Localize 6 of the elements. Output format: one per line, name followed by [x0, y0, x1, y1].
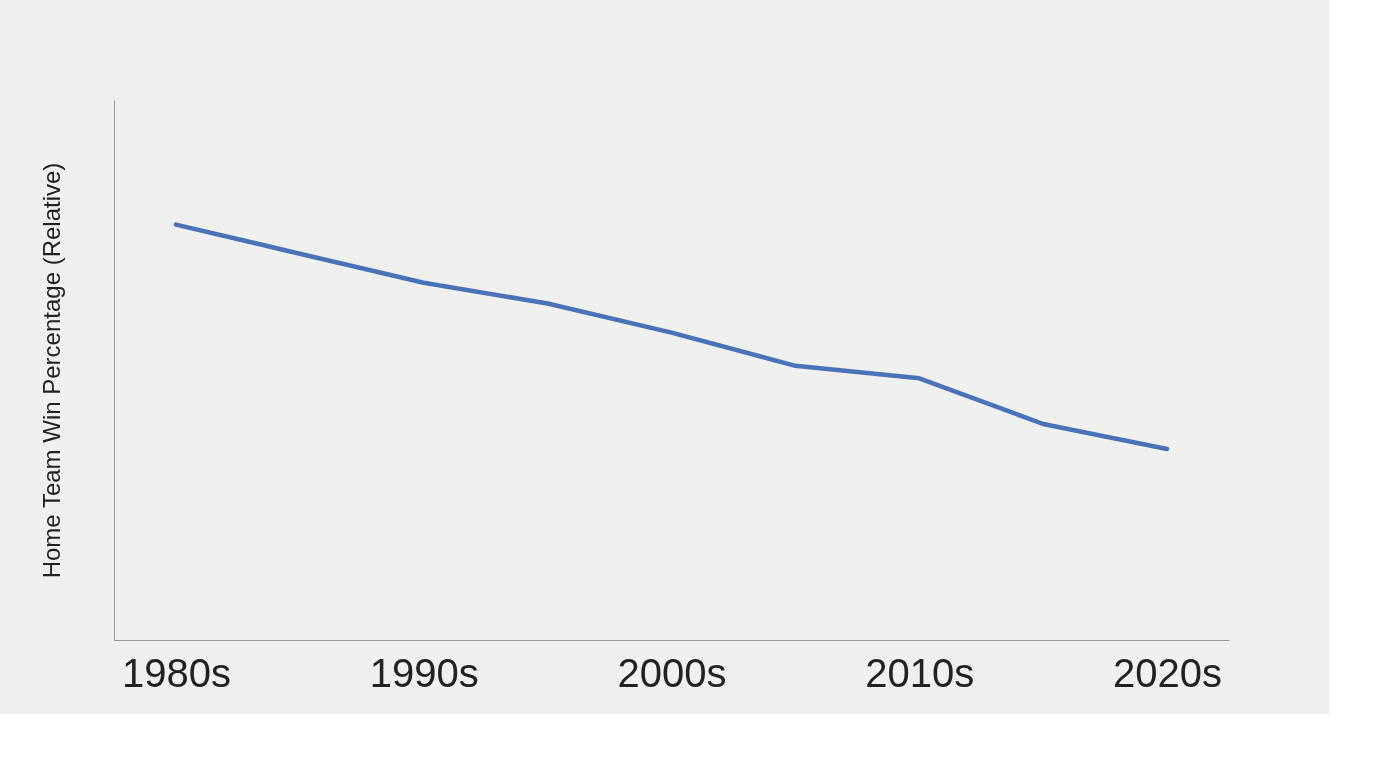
x-tick-label: 2000s — [617, 650, 727, 695]
x-tick-label: 2010s — [865, 650, 975, 695]
x-tick-label: 1980s — [121, 650, 231, 695]
x-tick-label: 2020s — [1113, 650, 1223, 695]
x-tick-label: 1990s — [369, 650, 479, 695]
y-axis-title: Home Team Win Percentage (Relative) — [37, 162, 65, 579]
